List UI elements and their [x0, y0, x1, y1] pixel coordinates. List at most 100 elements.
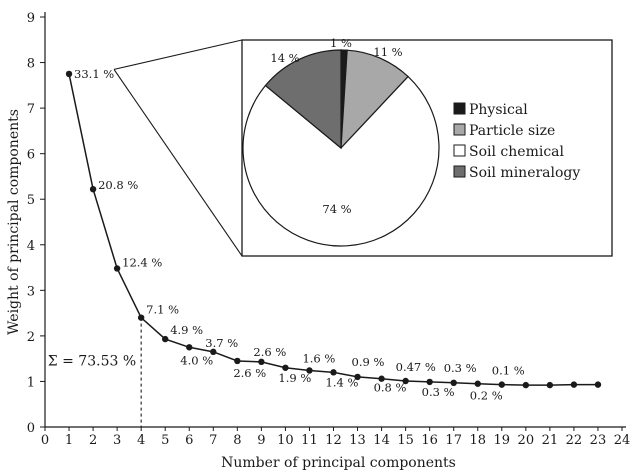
x-tick-label: 18 [469, 433, 486, 448]
y-tick-label: 7 [27, 102, 35, 117]
point-label: 4.0 % [180, 353, 213, 367]
y-tick-label: 8 [27, 57, 35, 72]
point-label: 0.47 % [396, 360, 436, 374]
legend-label: Particle size [469, 123, 555, 139]
callout-line-top [113, 39, 243, 70]
point-label: 0.8 % [374, 381, 407, 395]
y-tick-label: 5 [27, 193, 35, 208]
data-point [522, 381, 530, 389]
x-tick-label: 20 [518, 433, 535, 448]
x-ticks: 0 1 2 3 4 5 6 7 8 9 10 11 12 13 14 15 16 17 18 19 20 21 22 23 24 [41, 427, 630, 448]
x-tick-label: 5 [161, 433, 169, 448]
y-tick-label: 1 [27, 375, 35, 390]
data-point [258, 358, 265, 366]
x-tick-label: 17 [445, 433, 462, 448]
y-tick-label: 2 [27, 330, 35, 345]
point-label: 7.1 % [146, 303, 179, 317]
y-tick-label: 6 [27, 148, 35, 163]
point-label: 4.9 % [170, 323, 203, 337]
point-label: 0.2 % [470, 389, 503, 403]
x-tick-label: 23 [590, 433, 607, 448]
x-tick-label: 16 [421, 433, 438, 448]
pie-slice [340, 49, 409, 150]
data-point [113, 265, 121, 272]
data-point [306, 367, 313, 374]
data-point [354, 373, 361, 381]
legend-swatch [453, 165, 466, 178]
data-point [426, 378, 433, 386]
x-tick-label: 14 [373, 433, 390, 448]
data-point [330, 369, 337, 376]
pie-slice-label: 14 % [270, 51, 299, 65]
legend-swatch [453, 144, 466, 157]
point-label: 12.4 % [122, 255, 162, 269]
data-point [65, 70, 73, 78]
point-label: 0.3 % [444, 361, 477, 375]
pie-slice-label: 11 % [373, 45, 402, 59]
axes [44, 12, 626, 428]
point-label: 0.9 % [352, 355, 385, 369]
x-tick-label: 1 [65, 433, 73, 448]
y-axis-title: Weight of principal components [6, 109, 22, 335]
data-point [594, 381, 602, 388]
x-tick-label: 2 [89, 433, 97, 448]
y-tick-label: 4 [27, 239, 35, 254]
x-tick-label: 0 [41, 433, 49, 448]
data-point [498, 381, 505, 388]
legend-label: Soil mineralogy [469, 165, 580, 181]
point-label: 0.3 % [422, 385, 455, 399]
y-ticks: 0 1 2 3 4 5 6 7 8 9 [27, 11, 45, 436]
point-label: 1.6 % [302, 352, 335, 366]
data-point [474, 380, 481, 387]
x-tick-label: 22 [566, 433, 583, 448]
x-tick-label: 19 [494, 433, 511, 448]
data-point [137, 314, 145, 321]
x-tick-label: 3 [113, 433, 121, 448]
pie-slice-label: 74 % [322, 202, 351, 216]
series-line [65, 70, 602, 389]
data-point [162, 335, 169, 343]
legend-swatch [453, 102, 466, 115]
data-point [210, 348, 217, 356]
x-tick-label: 4 [137, 433, 145, 448]
x-tick-label: 7 [209, 433, 217, 448]
point-label: 1.9 % [278, 371, 311, 385]
y-tick-label: 9 [27, 11, 35, 26]
data-point [89, 186, 97, 193]
data-point [378, 375, 385, 382]
cumulative-marker: Σ = 73.53 % [48, 317, 142, 427]
point-label: 20.8 % [98, 178, 138, 192]
point-label: 0.1 % [492, 364, 525, 378]
cumulative-label: Σ = 73.53 % [48, 354, 136, 370]
x-axis-title: Number of principal components [221, 455, 456, 471]
legend-swatch [453, 123, 466, 136]
callout-line-bottom [113, 69, 243, 257]
x-tick-label: 21 [542, 433, 559, 448]
x-tick-label: 13 [349, 433, 366, 448]
point-label: 33.1 % [74, 67, 114, 81]
pie-slice [264, 49, 342, 150]
legend-label: Physical [469, 102, 528, 118]
data-point [234, 357, 241, 365]
data-point [570, 381, 578, 388]
x-tick-label: 9 [257, 433, 265, 448]
pie-inset: 1 % 11 % 74 % 14 % Physical Particle size Soil… [113, 36, 613, 257]
point-label: 2.6 % [233, 366, 266, 380]
x-tick-label: 11 [301, 433, 318, 448]
data-point [186, 344, 193, 351]
point-label: 2.6 % [253, 345, 286, 359]
point-label: 1.4 % [326, 375, 359, 389]
x-tick-label: 24 [614, 433, 631, 448]
data-point [450, 379, 457, 387]
x-tick-label: 6 [185, 433, 193, 448]
x-tick-label: 15 [397, 433, 414, 448]
data-point [402, 377, 409, 385]
legend-label: Soil chemical [469, 144, 565, 160]
data-point [282, 364, 289, 371]
y-tick-label: 0 [27, 421, 35, 436]
x-tick-label: 10 [277, 433, 294, 448]
point-labels: 33.1 % 20.8 % 12.4 % 7.1 % 4.9 % 4.0 % 3.7 % 2.… [74, 67, 525, 403]
pie-slice-label: 1 % [330, 36, 352, 50]
pie-slice [242, 75, 440, 247]
